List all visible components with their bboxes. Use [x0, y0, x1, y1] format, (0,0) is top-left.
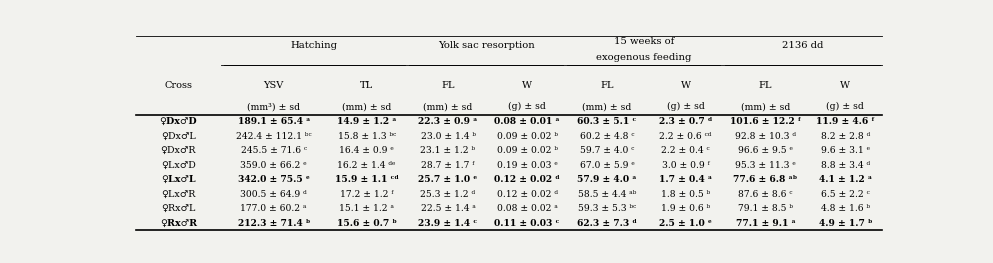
Text: 0.09 ± 0.02 ᵇ: 0.09 ± 0.02 ᵇ [496, 132, 557, 141]
Text: 0.12 ± 0.02 ᵈ: 0.12 ± 0.02 ᵈ [495, 175, 560, 184]
Text: 6.5 ± 2.2 ᶜ: 6.5 ± 2.2 ᶜ [821, 190, 870, 199]
Text: (mm) ± sd: (mm) ± sd [342, 102, 391, 112]
Text: (mm³) ± sd: (mm³) ± sd [247, 102, 300, 112]
Text: 15 weeks of: 15 weeks of [614, 37, 674, 46]
Text: 15.1 ± 1.2 ᵃ: 15.1 ± 1.2 ᵃ [340, 204, 394, 213]
Text: 67.0 ± 5.9 ᵉ: 67.0 ± 5.9 ᵉ [580, 161, 635, 170]
Text: 2.5 ± 1.0 ᵉ: 2.5 ± 1.0 ᵉ [659, 219, 712, 228]
Text: 0.12 ± 0.02 ᵈ: 0.12 ± 0.02 ᵈ [496, 190, 557, 199]
Text: 0.09 ± 0.02 ᵇ: 0.09 ± 0.02 ᵇ [496, 146, 557, 155]
Text: 8.2 ± 2.8 ᵈ: 8.2 ± 2.8 ᵈ [821, 132, 870, 141]
Text: YSV: YSV [263, 81, 284, 90]
Text: 212.3 ± 71.4 ᵇ: 212.3 ± 71.4 ᵇ [237, 219, 310, 228]
Text: 4.1 ± 1.2 ᵃ: 4.1 ± 1.2 ᵃ [819, 175, 872, 184]
Text: 4.8 ± 1.6 ᵇ: 4.8 ± 1.6 ᵇ [821, 204, 870, 213]
Text: 1.8 ± 0.5 ᵇ: 1.8 ± 0.5 ᵇ [661, 190, 710, 199]
Text: 101.6 ± 12.2 ᶠ: 101.6 ± 12.2 ᶠ [730, 117, 801, 126]
Text: 0.08 ± 0.02 ᵃ: 0.08 ± 0.02 ᵃ [496, 204, 557, 213]
Text: 15.9 ± 1.1 ᶜᵈ: 15.9 ± 1.1 ᶜᵈ [335, 175, 398, 184]
Text: 25.3 ± 1.2 ᵈ: 25.3 ± 1.2 ᵈ [420, 190, 476, 199]
Text: 23.9 ± 1.4 ᶜ: 23.9 ± 1.4 ᶜ [418, 219, 478, 228]
Text: Yolk sac resorption: Yolk sac resorption [438, 41, 534, 50]
Text: 92.8 ± 10.3 ᵈ: 92.8 ± 10.3 ᵈ [735, 132, 796, 141]
Text: 62.3 ± 7.3 ᵈ: 62.3 ± 7.3 ᵈ [577, 219, 637, 228]
Text: ♀Rx♂L: ♀Rx♂L [161, 204, 196, 213]
Text: 189.1 ± 65.4 ᵃ: 189.1 ± 65.4 ᵃ [237, 117, 310, 126]
Text: 2.2 ± 0.6 ᶜᵈ: 2.2 ± 0.6 ᶜᵈ [659, 132, 712, 141]
Text: 359.0 ± 66.2 ᵉ: 359.0 ± 66.2 ᵉ [240, 161, 307, 170]
Text: (g) ± sd: (g) ± sd [508, 102, 546, 112]
Text: 23.1 ± 1.2 ᵇ: 23.1 ± 1.2 ᵇ [420, 146, 476, 155]
Text: 16.4 ± 0.9 ᵉ: 16.4 ± 0.9 ᵉ [340, 146, 394, 155]
Text: TL: TL [360, 81, 373, 90]
Text: (mm) ± sd: (mm) ± sd [582, 102, 632, 112]
Text: ♀Lx♂R: ♀Lx♂R [161, 190, 196, 199]
Text: 58.5 ± 4.4 ᵃᵇ: 58.5 ± 4.4 ᵃᵇ [578, 190, 637, 199]
Text: ♀Dx♂D: ♀Dx♂D [160, 117, 198, 126]
Text: 1.9 ± 0.6 ᵇ: 1.9 ± 0.6 ᵇ [661, 204, 710, 213]
Text: ♀Dx♂R: ♀Dx♂R [161, 146, 197, 155]
Text: (g) ± sd: (g) ± sd [666, 102, 704, 112]
Text: 9.6 ± 3.1 ᵉ: 9.6 ± 3.1 ᵉ [821, 146, 870, 155]
Text: 2.3 ± 0.7 ᵈ: 2.3 ± 0.7 ᵈ [658, 117, 712, 126]
Text: 15.8 ± 1.3 ᵇᶜ: 15.8 ± 1.3 ᵇᶜ [338, 132, 396, 141]
Text: 60.3 ± 5.1 ᶜ: 60.3 ± 5.1 ᶜ [577, 117, 637, 126]
Text: 2.2 ± 0.4 ᶜ: 2.2 ± 0.4 ᶜ [661, 146, 710, 155]
Text: (g) ± sd: (g) ± sd [826, 102, 864, 112]
Text: ♀Rx♂R: ♀Rx♂R [160, 219, 197, 228]
Text: 1.7 ± 0.4 ᵃ: 1.7 ± 0.4 ᵃ [659, 175, 712, 184]
Text: 57.9 ± 4.0 ᵃ: 57.9 ± 4.0 ᵃ [577, 175, 637, 184]
Text: 17.2 ± 1.2 ᶠ: 17.2 ± 1.2 ᶠ [340, 190, 393, 199]
Text: 14.9 ± 1.2 ᵃ: 14.9 ± 1.2 ᵃ [337, 117, 396, 126]
Text: W: W [522, 81, 532, 90]
Text: W: W [680, 81, 690, 90]
Text: 59.7 ± 4.0 ᶜ: 59.7 ± 4.0 ᶜ [580, 146, 635, 155]
Text: 59.3 ± 5.3 ᵇᶜ: 59.3 ± 5.3 ᵇᶜ [578, 204, 637, 213]
Text: 16.2 ± 1.4 ᵈᵉ: 16.2 ± 1.4 ᵈᵉ [338, 161, 396, 170]
Text: 96.6 ± 9.5 ᵉ: 96.6 ± 9.5 ᵉ [738, 146, 793, 155]
Text: 177.0 ± 60.2 ᵃ: 177.0 ± 60.2 ᵃ [240, 204, 307, 213]
Text: 3.0 ± 0.9 ᶠ: 3.0 ± 0.9 ᶠ [661, 161, 709, 170]
Text: 77.6 ± 6.8 ᵃᵇ: 77.6 ± 6.8 ᵃᵇ [734, 175, 797, 184]
Text: 342.0 ± 75.5 ᵉ: 342.0 ± 75.5 ᵉ [237, 175, 310, 184]
Text: 22.5 ± 1.4 ᵃ: 22.5 ± 1.4 ᵃ [421, 204, 476, 213]
Text: (mm) ± sd: (mm) ± sd [741, 102, 790, 112]
Text: 0.08 ± 0.01 ᵃ: 0.08 ± 0.01 ᵃ [495, 117, 560, 126]
Text: 242.4 ± 112.1 ᵇᶜ: 242.4 ± 112.1 ᵇᶜ [236, 132, 312, 141]
Text: FL: FL [441, 81, 455, 90]
Text: FL: FL [600, 81, 614, 90]
Text: 25.7 ± 1.0 ᵉ: 25.7 ± 1.0 ᵉ [418, 175, 478, 184]
Text: 245.5 ± 71.6 ᶜ: 245.5 ± 71.6 ᶜ [240, 146, 307, 155]
Text: 11.9 ± 4.6 ᶠ: 11.9 ± 4.6 ᶠ [816, 117, 875, 126]
Text: ♀Lx♂L: ♀Lx♂L [161, 175, 196, 184]
Text: W: W [840, 81, 850, 90]
Text: ♀Lx♂D: ♀Lx♂D [161, 161, 196, 170]
Text: 79.1 ± 8.5 ᵇ: 79.1 ± 8.5 ᵇ [738, 204, 793, 213]
Text: 15.6 ± 0.7 ᵇ: 15.6 ± 0.7 ᵇ [337, 219, 396, 228]
Text: Hatching: Hatching [291, 41, 338, 50]
Text: (mm) ± sd: (mm) ± sd [423, 102, 473, 112]
Text: 300.5 ± 64.9 ᵈ: 300.5 ± 64.9 ᵈ [240, 190, 307, 199]
Text: 87.6 ± 8.6 ᶜ: 87.6 ± 8.6 ᶜ [738, 190, 792, 199]
Text: 8.8 ± 3.4 ᵈ: 8.8 ± 3.4 ᵈ [821, 161, 870, 170]
Text: exogenous feeding: exogenous feeding [596, 53, 691, 62]
Text: 28.7 ± 1.7 ᶠ: 28.7 ± 1.7 ᶠ [421, 161, 475, 170]
Text: 4.9 ± 1.7 ᵇ: 4.9 ± 1.7 ᵇ [818, 219, 872, 228]
Text: 60.2 ± 4.8 ᶜ: 60.2 ± 4.8 ᶜ [580, 132, 635, 141]
Text: 23.0 ± 1.4 ᵇ: 23.0 ± 1.4 ᵇ [420, 132, 476, 141]
Text: ♀Dx♂L: ♀Dx♂L [161, 132, 196, 141]
Text: 77.1 ± 9.1 ᵃ: 77.1 ± 9.1 ᵃ [736, 219, 795, 228]
Text: 22.3 ± 0.9 ᵃ: 22.3 ± 0.9 ᵃ [418, 117, 478, 126]
Text: 95.3 ± 11.3 ᵉ: 95.3 ± 11.3 ᵉ [735, 161, 796, 170]
Text: 2136 dd: 2136 dd [781, 41, 823, 50]
Text: 0.11 ± 0.03 ᶜ: 0.11 ± 0.03 ᶜ [495, 219, 560, 228]
Text: 0.19 ± 0.03 ᵉ: 0.19 ± 0.03 ᵉ [496, 161, 557, 170]
Text: Cross: Cross [165, 81, 193, 90]
Text: FL: FL [759, 81, 773, 90]
